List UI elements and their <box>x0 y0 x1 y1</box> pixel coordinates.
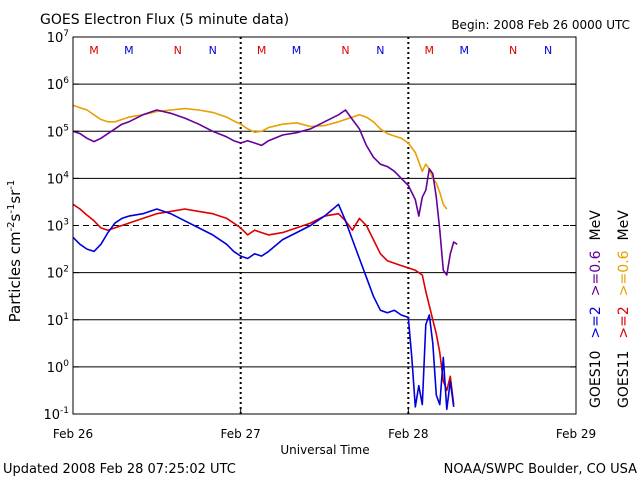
y-axis-label-exp: -2 <box>6 221 17 231</box>
local-time-marker: N <box>341 44 349 57</box>
legend-goes11-06mev: >=0.6 <box>616 250 632 296</box>
begin-date-label: Begin: 2008 Feb 26 0000 UTC <box>451 18 630 32</box>
y-tick-label: 102 <box>47 265 69 282</box>
y-tick-label: 103 <box>47 218 69 235</box>
x-tick-label: Feb 27 <box>220 427 260 441</box>
local-time-marker: M <box>292 44 302 57</box>
y-axis-label-exp: -1 <box>6 180 17 190</box>
y-tick-exponent: 6 <box>63 76 69 86</box>
legend-goes11-unit: MeV <box>616 210 632 241</box>
y-tick-exponent: 3 <box>63 218 69 228</box>
right-legend: GOES10 >=2 >=0.6 MeV GOES11 >=2 >=0.6 MeV <box>588 210 632 408</box>
credit-label: NOAA/SWPC Boulder, CO USA <box>444 462 637 477</box>
y-axis-label: Particles cm-2s-1sr-1 <box>6 180 24 323</box>
series-line <box>72 203 455 411</box>
local-time-marker: M <box>124 44 134 57</box>
local-time-marker: N <box>174 44 182 57</box>
y-tick-label: 10-1 <box>43 406 69 423</box>
legend-goes10-06mev: >=0.6 <box>588 250 604 296</box>
legend-goes11: GOES11 >=2 >=0.6 MeV <box>616 210 632 408</box>
legend-goes10-label: GOES10 <box>588 351 604 408</box>
y-tick-exponent: 2 <box>63 265 69 275</box>
data-series <box>72 104 458 411</box>
y-tick-base: 10 <box>47 31 64 46</box>
x-axis-ticks: Feb 26 Feb 27 Feb 28 Feb 29 <box>53 408 596 441</box>
series-line <box>72 203 455 405</box>
y-tick-exponent: -1 <box>60 406 69 416</box>
updated-timestamp: Updated 2008 Feb 28 07:25:02 UTC <box>3 462 236 477</box>
y-tick-exponent: 4 <box>63 170 69 180</box>
y-axis-label-part: Particles cm <box>6 231 24 322</box>
y-tick-exponent: 5 <box>63 123 69 133</box>
series-line <box>72 104 448 210</box>
y-tick-base: 10 <box>47 220 64 235</box>
legend-goes10-unit: MeV <box>588 210 604 241</box>
x-axis-label: Universal Time <box>280 443 369 457</box>
y-axis-label-part: sr <box>6 189 24 204</box>
legend-goes11-label: GOES11 <box>616 351 632 408</box>
legend-goes11-2mev: >=2 <box>616 306 632 338</box>
y-tick-label: 100 <box>47 359 70 376</box>
y-tick-base: 10 <box>47 267 64 282</box>
chart-title: GOES Electron Flux (5 minute data) <box>40 12 289 28</box>
y-tick-label: 105 <box>47 123 69 140</box>
y-tick-base: 10 <box>47 125 64 140</box>
y-tick-exponent: 0 <box>63 359 69 369</box>
y-tick-base: 10 <box>47 78 64 93</box>
legend-goes10-2mev: >=2 <box>588 306 604 338</box>
local-time-marker: N <box>509 44 517 57</box>
local-time-marker: M <box>257 44 267 57</box>
y-tick-label: 107 <box>47 29 69 46</box>
local-time-marker: N <box>209 44 217 57</box>
x-tick-label: Feb 28 <box>388 427 428 441</box>
y-tick-base: 10 <box>47 314 64 329</box>
local-time-marker: N <box>376 44 384 57</box>
x-tick-label: Feb 26 <box>53 427 93 441</box>
local-time-marker: M <box>425 44 435 57</box>
y-tick-label: 104 <box>47 170 70 187</box>
y-tick-base: 10 <box>43 408 60 423</box>
y-tick-label: 106 <box>47 76 70 93</box>
gridlines <box>73 83 576 368</box>
series-line <box>72 109 458 276</box>
y-axis-label-part: s <box>6 213 24 221</box>
y-tick-base: 10 <box>47 361 64 376</box>
local-time-marker: N <box>544 44 552 57</box>
y-tick-exponent: 1 <box>63 312 69 322</box>
y-tick-label: 101 <box>47 312 69 329</box>
local-time-marker: M <box>89 44 99 57</box>
y-axis-label-exp: -1 <box>6 204 17 214</box>
y-tick-exponent: 7 <box>63 29 69 39</box>
x-tick-label: Feb 29 <box>556 427 596 441</box>
y-tick-base: 10 <box>47 172 64 187</box>
legend-goes10: GOES10 >=2 >=0.6 MeV <box>588 210 604 408</box>
local-time-marker: M <box>459 44 469 57</box>
